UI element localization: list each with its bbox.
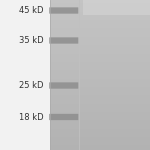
FancyBboxPatch shape [49,7,78,14]
FancyBboxPatch shape [49,82,78,89]
Bar [82,0,150,15]
FancyBboxPatch shape [49,114,78,120]
FancyBboxPatch shape [49,37,78,44]
Text: 18 kD: 18 kD [19,112,44,122]
Text: 45 kD: 45 kD [19,6,44,15]
Text: 25 kD: 25 kD [19,81,44,90]
Text: 35 kD: 35 kD [19,36,44,45]
Bar [0,0,50,150]
